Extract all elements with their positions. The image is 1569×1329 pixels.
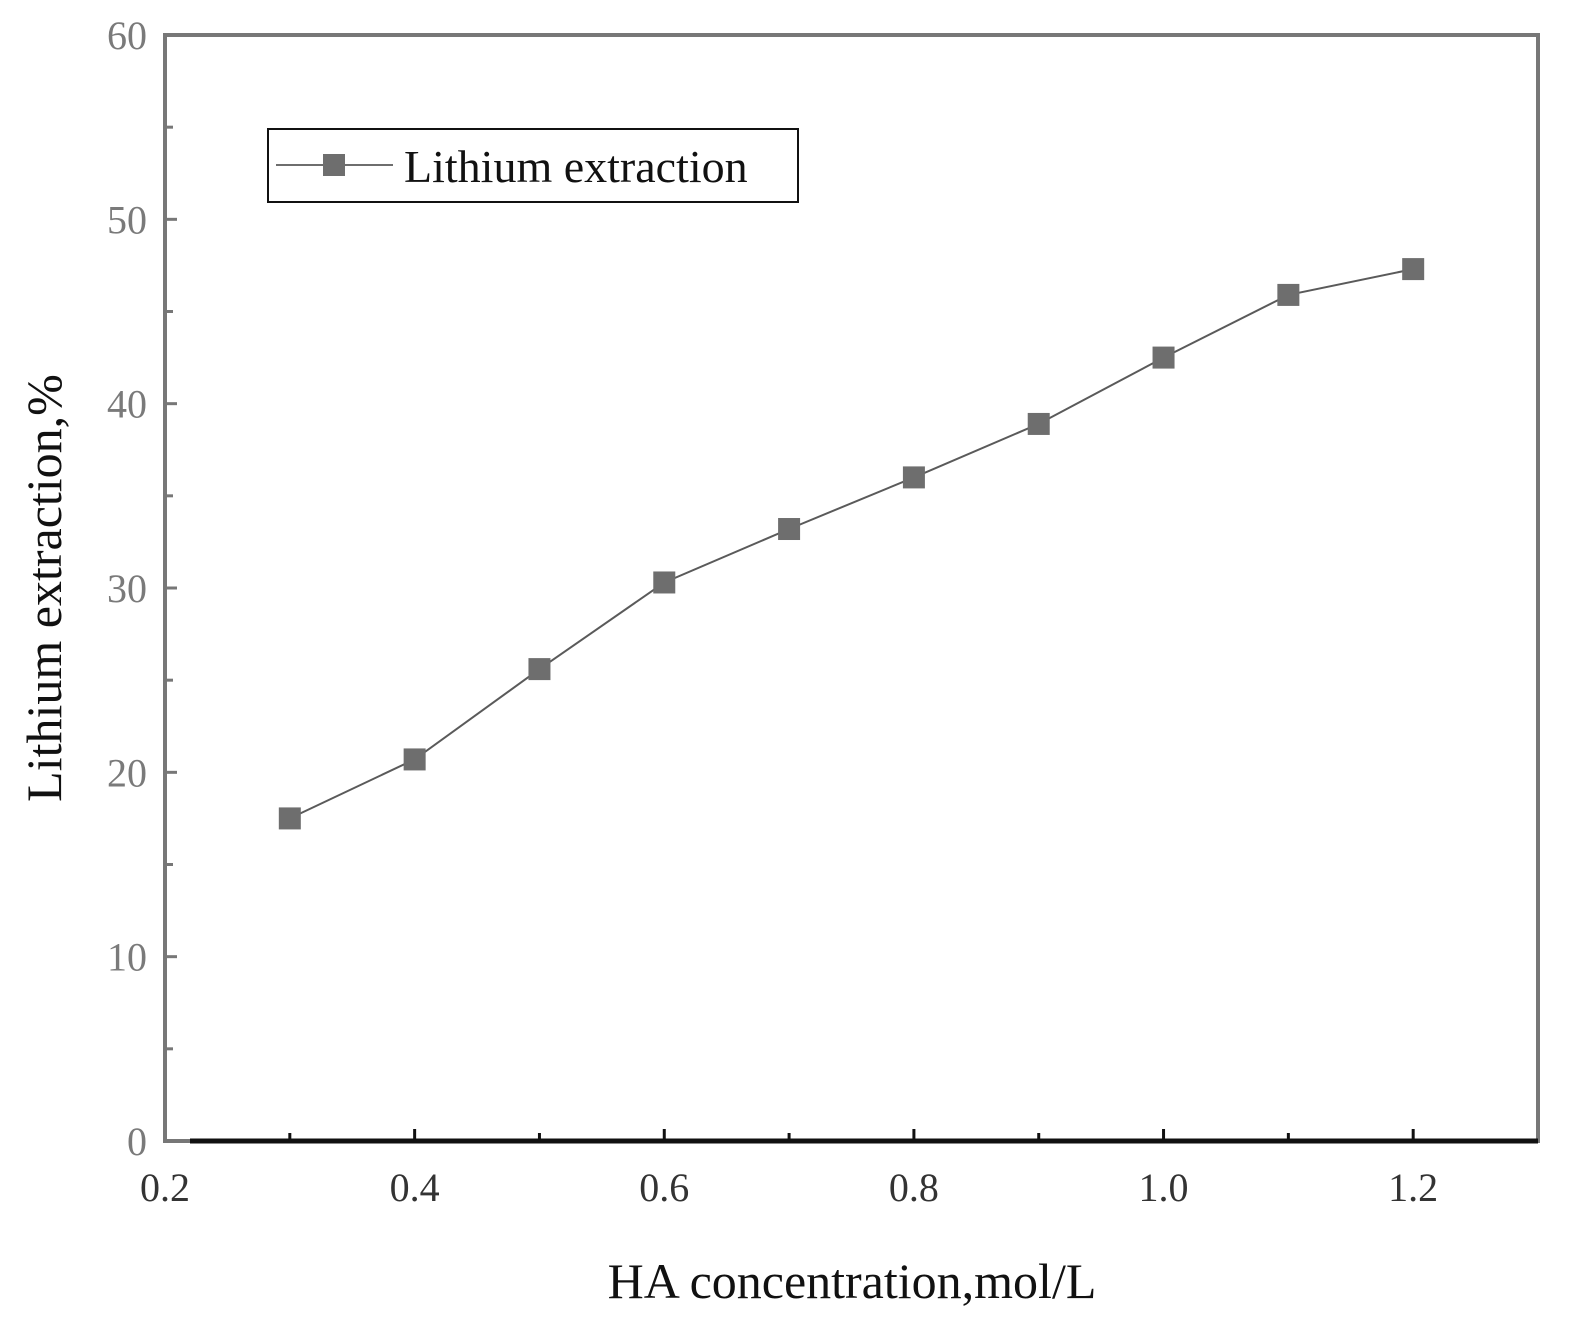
x-axis-ticks: 0.2 0.4 0.6 0.8 1.0 1.2 [140, 1129, 1438, 1210]
x-tick-label: 0.6 [639, 1165, 689, 1210]
data-point [1027, 412, 1050, 435]
data-point [653, 571, 676, 594]
data-point [528, 658, 551, 681]
y-axis-title: Lithium extraction,% [16, 374, 72, 802]
x-axis-title: HA concentration,mol/L [608, 1253, 1097, 1309]
y-tick-label: 60 [107, 13, 147, 58]
y-tick-label: 20 [107, 750, 147, 795]
y-tick-label: 40 [107, 382, 147, 427]
data-point [278, 807, 301, 830]
x-tick-label: 0.2 [140, 1165, 190, 1210]
y-tick-label: 10 [107, 935, 147, 980]
y-tick-label: 0 [127, 1119, 147, 1164]
data-point [403, 748, 426, 771]
y-axis-ticks: 0 10 20 30 40 50 60 [107, 13, 177, 1164]
x-tick-label: 1.2 [1388, 1165, 1438, 1210]
data-point [1277, 283, 1300, 306]
data-point [1152, 346, 1175, 369]
legend-marker [323, 154, 345, 176]
x-tick-label: 0.8 [889, 1165, 939, 1210]
x-tick-label: 1.0 [1139, 1165, 1189, 1210]
y-tick-label: 30 [107, 566, 147, 611]
legend-label: Lithium extraction [404, 141, 748, 192]
data-point [778, 518, 801, 541]
series-layer [278, 258, 1425, 830]
x-tick-label: 0.4 [390, 1165, 440, 1210]
legend: Lithium extraction [267, 128, 799, 203]
y-tick-label: 50 [107, 197, 147, 242]
data-point [1402, 258, 1425, 281]
series-line [289, 268, 1414, 820]
data-point [902, 466, 925, 489]
